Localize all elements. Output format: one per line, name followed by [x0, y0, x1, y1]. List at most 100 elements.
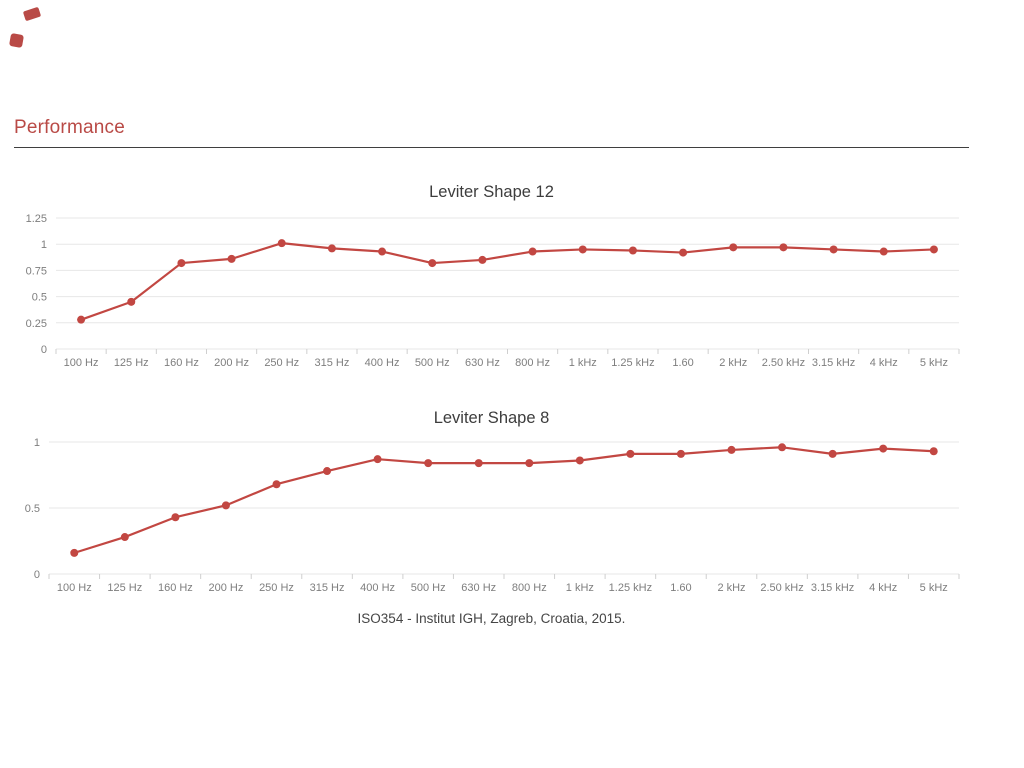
x-axis-tick-label: 5 kHz [920, 357, 948, 369]
data-point [525, 459, 534, 468]
data-point [929, 245, 938, 254]
gridlines: 1.25 1 0.75 0.5 0.25 0 [26, 213, 959, 356]
x-axis-tick-label: 400 Hz [365, 357, 400, 369]
data-point [277, 239, 286, 248]
data-point [70, 548, 79, 557]
data-point [679, 248, 688, 257]
y-axis-tick-label: 0 [34, 569, 40, 581]
source-caption: ISO354 - Institut IGH, Zagreb, Croatia, … [357, 611, 626, 626]
data-point [626, 449, 635, 458]
data-point [221, 501, 230, 510]
y-axis-tick-label: 0.75 [26, 265, 47, 277]
data-point [424, 459, 433, 468]
y-axis-tick-label: 1 [41, 239, 47, 251]
data-points [77, 239, 938, 324]
chart-title-shape-8: Leviter Shape 8 [433, 409, 550, 427]
x-axis-tick-label: 160 Hz [158, 582, 193, 594]
x-axis-tick-label: 5 kHz [920, 582, 948, 594]
data-point [829, 245, 838, 254]
x-axis-tick-label: 250 Hz [259, 582, 294, 594]
x-axis-tick-label: 4 kHz [869, 582, 897, 594]
data-point [177, 259, 186, 268]
series-line [73, 446, 935, 554]
x-axis-tick-label: 2 kHz [719, 357, 747, 369]
data-point [373, 455, 382, 464]
data-point [628, 246, 637, 255]
x-axis-tick-label: 315 Hz [310, 582, 345, 594]
x-axis-tick-label: 1 kHz [566, 582, 594, 594]
data-point [272, 480, 281, 489]
x-axis-tick-label: 1.25 kHz [611, 357, 654, 369]
data-point [327, 244, 336, 253]
x-axis-tick-label: 125 Hz [114, 357, 149, 369]
x-axis-labels: 100 Hz 125 Hz 160 Hz 200 Hz 250 Hz 315 Hz 400 … [64, 357, 948, 369]
data-points [70, 443, 938, 557]
x-axis-tick-label: 200 Hz [214, 357, 249, 369]
data-point [929, 447, 938, 456]
x-axis-tick-label: 3.15 kHz [812, 357, 855, 369]
data-point [127, 297, 136, 306]
data-point [77, 315, 86, 324]
data-point [120, 533, 129, 542]
data-point [879, 444, 888, 453]
data-point [729, 243, 738, 252]
y-axis-tick-label: 0.5 [32, 292, 47, 304]
data-point [528, 247, 537, 256]
data-point [227, 254, 236, 263]
x-axis-tick-label: 500 Hz [415, 357, 450, 369]
data-point [575, 456, 584, 465]
line-chart-shape-12: 1.25 1 0.75 0.5 0.25 0 100 Hz 125 Hz 160 Hz 200 H… [26, 213, 960, 369]
y-axis-tick-label: 1.25 [26, 213, 47, 225]
x-axis-tick-label: 2 kHz [717, 582, 745, 594]
gridlines: 10.50 [25, 437, 959, 581]
x-axis-tick-label: 1.25 kHz [609, 582, 652, 594]
x-axis-tick-label: 1 kHz [569, 357, 597, 369]
x-axis-tick-label: 250 Hz [264, 357, 299, 369]
x-axis-ticks [55, 349, 960, 354]
heading-divider [14, 147, 969, 148]
x-axis-tick-label: 200 Hz [209, 582, 244, 594]
x-axis-tick-label: 2.50 kHz [762, 357, 805, 369]
chart-title-shape-12: Leviter Shape 12 [429, 183, 554, 201]
x-axis-tick-label: 630 Hz [461, 582, 496, 594]
logo-fragment-icon [8, 32, 25, 49]
data-point [727, 445, 736, 454]
data-point [578, 245, 587, 254]
x-axis-tick-label: 315 Hz [314, 357, 349, 369]
x-axis-tick-label: 100 Hz [57, 582, 92, 594]
x-axis-tick-label: 800 Hz [515, 357, 550, 369]
x-axis-tick-label: 2.50 kHz [760, 582, 803, 594]
x-axis-tick-label: 125 Hz [107, 582, 142, 594]
section-heading: Performance [14, 117, 125, 138]
x-axis-tick-label: 3.15 kHz [811, 582, 854, 594]
x-axis-tick-label: 800 Hz [512, 582, 547, 594]
data-point [879, 247, 888, 256]
logo-fragment-icon [22, 6, 42, 22]
x-axis-tick-label: 1.60 [670, 582, 691, 594]
x-axis-tick-label: 630 Hz [465, 357, 500, 369]
data-point [323, 467, 332, 476]
y-axis-tick-label: 0.5 [25, 503, 40, 515]
y-axis-tick-label: 1 [34, 437, 40, 449]
data-point [171, 513, 180, 522]
series-line [79, 242, 936, 321]
data-point [478, 255, 487, 264]
data-point [778, 443, 787, 452]
x-axis-tick-label: 400 Hz [360, 582, 395, 594]
y-axis-tick-label: 0 [41, 344, 47, 356]
x-axis-tick-label: 1.60 [672, 357, 693, 369]
data-point [474, 459, 483, 468]
data-point [428, 259, 437, 268]
data-point [676, 449, 685, 458]
data-point [378, 247, 387, 256]
x-axis-ticks [48, 574, 960, 579]
data-point [779, 243, 788, 252]
x-axis-tick-label: 4 kHz [870, 357, 898, 369]
y-axis-tick-label: 0.25 [26, 318, 47, 330]
x-axis-tick-label: 100 Hz [64, 357, 99, 369]
x-axis-tick-label: 160 Hz [164, 357, 199, 369]
x-axis-tick-label: 500 Hz [411, 582, 446, 594]
data-point [828, 449, 837, 458]
